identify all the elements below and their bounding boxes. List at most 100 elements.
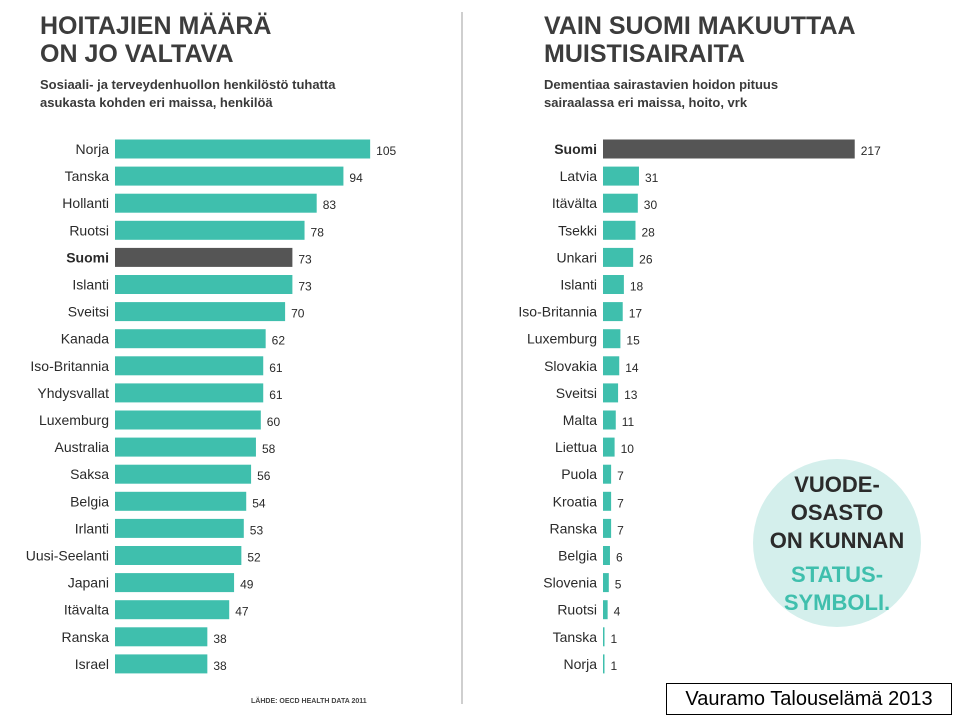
left-title-line-1: HOITAJIEN MÄÄRÄ [40, 12, 271, 40]
value-label: 26 [639, 252, 653, 266]
status-badge: VUODE- OSASTO ON KUNNAN STATUS- SYMBOLI. [753, 459, 921, 627]
bar [603, 139, 855, 159]
bar [603, 546, 610, 565]
value-label: 18 [630, 280, 644, 294]
category-label: Tsekki [558, 222, 597, 238]
bar [603, 193, 638, 213]
category-label: Luxemburg [527, 331, 597, 347]
left-bar-chart: Norja 105 Tanska 94 Hollanti 83 Ruotsi 78 Suomi 7… [26, 139, 396, 674]
bar [115, 166, 344, 186]
category-label: Sveitsi [68, 304, 109, 320]
bar [603, 220, 636, 240]
bar [115, 383, 264, 403]
right-subtitle-line-2: sairaalassa eri maissa, hoito, vrk [544, 95, 748, 110]
category-label: Puola [561, 466, 597, 482]
category-label: Slovenia [543, 575, 597, 591]
value-label: 53 [250, 523, 264, 537]
bar [603, 573, 609, 593]
bar [115, 302, 286, 322]
value-label: 49 [240, 578, 254, 592]
bar [115, 546, 242, 565]
bar [115, 275, 293, 294]
value-label: 38 [213, 632, 227, 646]
right-title-line-1: VAIN SUOMI MAKUUTTAA [544, 12, 856, 40]
category-label: Suomi [554, 141, 597, 157]
value-label: 6 [616, 551, 623, 565]
value-label: 28 [641, 225, 655, 239]
value-label: 105 [376, 144, 396, 158]
category-label: Islanti [72, 277, 109, 293]
category-label: Norja [76, 141, 110, 157]
category-label: Uusi-Seelanti [26, 548, 109, 564]
bar [115, 329, 266, 349]
category-label: Japani [68, 575, 109, 591]
value-label: 47 [235, 605, 249, 619]
value-label: 5 [615, 578, 622, 592]
bar [603, 464, 612, 484]
category-label: Suomi [66, 249, 109, 265]
value-label: 4 [614, 605, 621, 619]
value-label: 13 [624, 388, 638, 402]
badge-line-4: STATUS- [791, 562, 883, 587]
value-label: 83 [323, 198, 337, 212]
left-subtitle-line-1: Sosiaali- ja terveydenhuollon henkilöstö… [40, 77, 336, 92]
category-label: Tanska [65, 168, 110, 184]
bar [603, 247, 634, 267]
value-label: 1 [611, 632, 618, 646]
value-label: 58 [262, 442, 276, 456]
bar [115, 356, 264, 376]
category-label: Liettua [555, 439, 597, 455]
category-label: Ranska [62, 629, 110, 645]
value-label: 7 [617, 469, 624, 483]
category-label: Latvia [560, 168, 598, 184]
value-label: 62 [272, 334, 286, 348]
badge-line-2: OSASTO [791, 500, 884, 525]
value-label: 14 [625, 361, 639, 375]
bar [603, 329, 621, 349]
category-label: Saksa [70, 466, 109, 482]
value-label: 15 [626, 334, 640, 348]
bar [603, 302, 623, 322]
bar [603, 518, 612, 538]
bar [115, 139, 371, 159]
category-label: Islanti [560, 277, 597, 293]
value-label: 70 [291, 307, 305, 321]
value-label: 61 [269, 388, 283, 402]
bar [603, 356, 620, 376]
bar [115, 220, 305, 240]
value-label: 94 [349, 171, 363, 185]
category-label: Israel [75, 656, 109, 672]
value-label: 38 [213, 659, 227, 673]
bar [115, 654, 208, 674]
category-label: Yhdysvallat [37, 385, 109, 401]
value-label: 31 [645, 171, 659, 185]
category-label: Irlanti [75, 520, 109, 536]
bar [115, 464, 252, 484]
category-label: Itävalta [64, 602, 109, 618]
right-subtitle-line-1: Dementiaa sairastavien hoidon pituus [544, 77, 778, 92]
bar [603, 654, 605, 674]
value-label: 217 [861, 144, 881, 158]
category-label: Tanska [553, 629, 598, 645]
value-label: 11 [622, 415, 635, 429]
value-label: 61 [269, 361, 283, 375]
bar [115, 193, 317, 213]
left-subtitle-line-2: asukasta kohden eri maissa, henkilöä [40, 95, 273, 110]
left-header: HOITAJIEN MÄÄRÄ ON JO VALTAVA Sosiaali- … [40, 12, 336, 110]
value-label: 17 [629, 307, 643, 321]
category-label: Ruotsi [557, 602, 597, 618]
category-label: Australia [55, 439, 110, 455]
bar [115, 410, 261, 430]
badge-line-1: VUODE- [794, 472, 880, 497]
bar [603, 437, 615, 457]
value-label: 7 [617, 496, 624, 510]
bar [115, 437, 256, 457]
category-label: Kanada [61, 331, 109, 347]
bar [115, 573, 235, 593]
value-label: 56 [257, 469, 271, 483]
value-label: 52 [247, 551, 261, 565]
value-label: 78 [311, 225, 325, 239]
bar [603, 166, 639, 186]
category-label: Kroatia [553, 493, 598, 509]
